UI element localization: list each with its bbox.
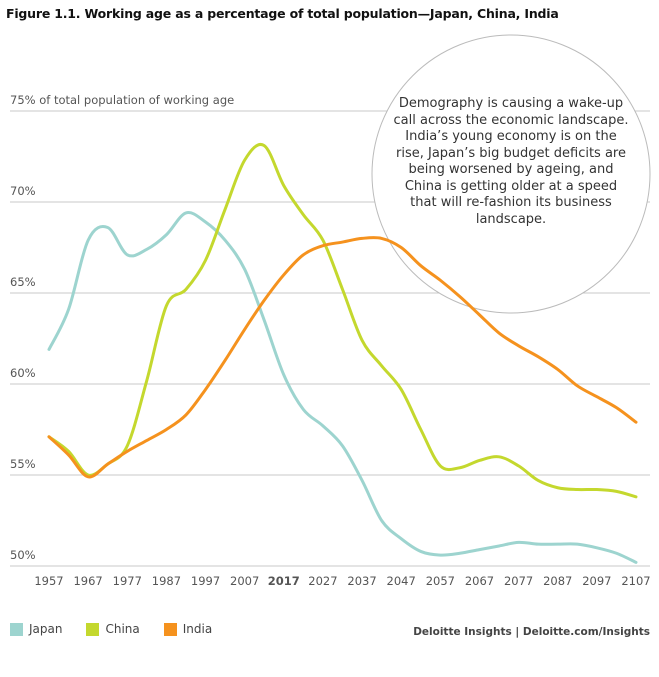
x-tick-label: 2097	[582, 574, 611, 588]
x-tick-label: 2077	[504, 574, 533, 588]
y-tick-label: 55%	[10, 457, 36, 471]
x-tick-label: 2027	[308, 574, 337, 588]
legend-label: China	[105, 622, 140, 636]
y-tick-label: 65%	[10, 275, 36, 289]
series-line-japan	[47, 211, 638, 564]
chart-title: Figure 1.1. Working age as a percentage …	[6, 6, 559, 21]
series-line-china	[47, 143, 638, 499]
legend-item-india: India	[163, 622, 213, 636]
legend-swatch-india	[163, 622, 177, 636]
series-line-india	[47, 236, 638, 479]
y-tick-label: 50%	[10, 548, 36, 562]
x-tick-label: 1957	[34, 574, 63, 588]
x-tick-label: 2037	[347, 574, 376, 588]
legend: Japan China India	[10, 622, 212, 636]
x-tick-label: 2107	[621, 574, 650, 588]
source-credit: Deloitte Insights | Deloitte.com/Insight…	[413, 626, 650, 638]
x-tick-label: 1977	[113, 574, 142, 588]
x-tick-label: 1967	[73, 574, 102, 588]
y-tick-label: 60%	[10, 366, 36, 380]
x-tick-label: 2047	[387, 574, 416, 588]
y-tick-label: 75% of total population of working age	[10, 93, 234, 107]
y-tick-label: 70%	[10, 184, 36, 198]
legend-label: Japan	[29, 622, 63, 636]
x-tick-label: 2007	[230, 574, 259, 588]
legend-swatch-china	[86, 622, 100, 636]
legend-item-japan: Japan	[10, 622, 62, 636]
x-tick-label: 2017	[268, 574, 300, 588]
annotation-circle	[371, 34, 651, 314]
x-tick-label: 1987	[152, 574, 181, 588]
legend-label: India	[182, 622, 213, 636]
legend-swatch-japan	[10, 622, 23, 636]
x-tick-label: 2067	[465, 574, 494, 588]
annotation-text: Demography is causing a wake-up call acr…	[393, 96, 629, 227]
legend-item-china: China	[86, 622, 140, 636]
x-tick-label: 2057	[426, 574, 455, 588]
x-tick-label: 2087	[543, 574, 572, 588]
x-tick-label: 1997	[191, 574, 220, 588]
